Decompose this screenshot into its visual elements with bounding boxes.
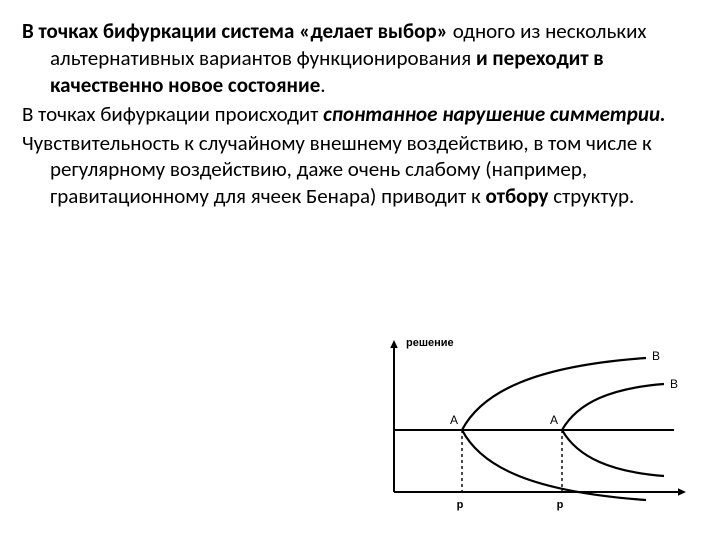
svg-text:B: B xyxy=(670,377,678,391)
svg-text:A: A xyxy=(550,413,558,427)
paragraph-1: В точках бифуркации система «делает выбо… xyxy=(22,18,698,99)
p1-dot: . xyxy=(320,72,325,98)
paragraph-3: Чувствительность к случайному внешнему в… xyxy=(22,130,698,211)
paragraph-2: В точках бифуркации происходит спонтанно… xyxy=(22,101,698,128)
svg-text:p: p xyxy=(557,499,564,511)
diagram-svg: A A BBрешение p p xyxy=(364,332,694,522)
slide: В точках бифуркации система «делает выбо… xyxy=(0,0,720,540)
svg-text:B: B xyxy=(652,349,660,363)
p2-emph: спонтанное нарушение симметрии. xyxy=(323,101,666,127)
svg-text:решение: решение xyxy=(406,337,454,349)
bifurcation-diagram: A A BBрешение p p xyxy=(364,332,694,522)
svg-text:p: p xyxy=(457,499,464,511)
svg-text:A: A xyxy=(450,413,458,427)
p1-bold-lead: В точках бифуркации система «делает выбо… xyxy=(22,18,448,44)
p3-tail: структур. xyxy=(548,183,634,209)
p3-bold: отбору xyxy=(485,183,548,209)
p2-lead: В точках бифуркации происходит xyxy=(22,101,323,127)
